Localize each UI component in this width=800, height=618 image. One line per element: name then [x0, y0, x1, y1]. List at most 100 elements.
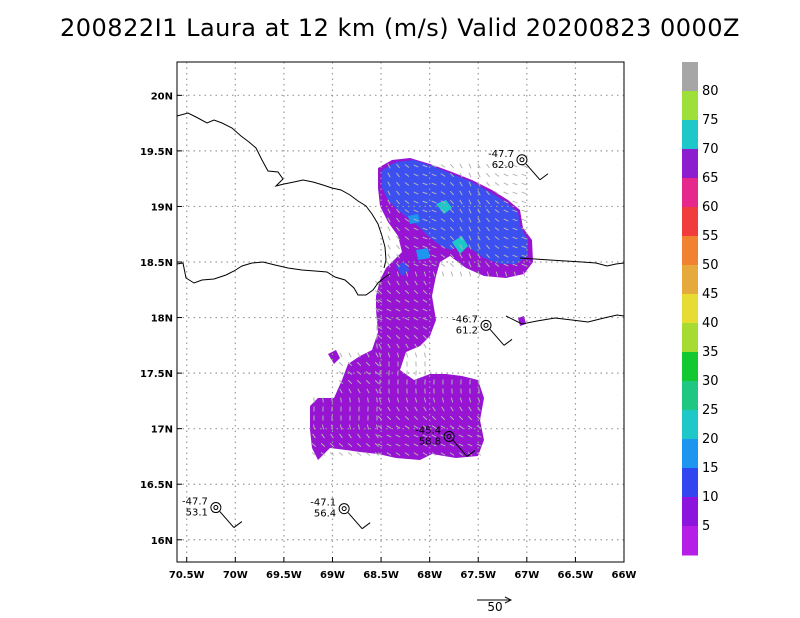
- wind-vector: [468, 397, 472, 403]
- tick-label-lon: 70W: [223, 570, 248, 581]
- station-temperature: -47.7: [488, 149, 514, 160]
- wind-vector: [395, 289, 401, 295]
- station-height: 58.8: [419, 436, 441, 447]
- wind-vector: [414, 280, 418, 286]
- wind-vector: [386, 415, 392, 421]
- wind-vector: [413, 425, 419, 429]
- wind-vector: [512, 218, 518, 222]
- wind-vector: [405, 352, 409, 358]
- wind-vector: [486, 190, 490, 196]
- wind-vector: [476, 425, 482, 429]
- wind-vector: [422, 452, 428, 456]
- wind-vector: [431, 218, 437, 222]
- wind-vector: [431, 245, 437, 249]
- tick-label-lat: 19.5N: [140, 147, 173, 158]
- wind-vector: [423, 280, 427, 286]
- colorbar-segment: [682, 91, 698, 121]
- wind-vector: [512, 164, 518, 168]
- wind-vector: [449, 217, 455, 223]
- wind-vector: [521, 173, 527, 177]
- wind-vector: [521, 164, 527, 168]
- wind-vector: [467, 425, 473, 429]
- wind-vector: [521, 263, 527, 267]
- station-marker-inner: [519, 157, 525, 163]
- wind-vector: [404, 182, 410, 186]
- wind-vector: [521, 191, 527, 195]
- wind-vector: [413, 443, 419, 447]
- wind-vector: [468, 217, 472, 223]
- wind-vector: [422, 443, 428, 447]
- wind-vector: [395, 434, 401, 438]
- wind-vector: [503, 182, 509, 186]
- wind-vector: [396, 397, 400, 403]
- tick-label-lon: 66.5W: [558, 570, 594, 581]
- wind-region-15-20ms: [416, 248, 430, 260]
- station-height: 56.4: [314, 509, 336, 520]
- wind-vector: [459, 271, 463, 277]
- wind-vector: [476, 443, 482, 447]
- wind-vector: [521, 218, 527, 222]
- wind-vector: [512, 245, 518, 249]
- wind-vector: [329, 442, 335, 448]
- wind-vector: [459, 397, 463, 403]
- coastline-puerto-rico-north: [519, 257, 624, 267]
- wind-vector: [440, 263, 446, 267]
- wind-vector: [440, 425, 446, 429]
- wind-vector: [386, 299, 392, 303]
- colorbar-label: 55: [702, 229, 719, 244]
- wind-vector: [404, 326, 410, 330]
- wind-vector: [468, 226, 472, 232]
- wind-vector: [366, 352, 370, 358]
- tick-label-lon: 67W: [514, 570, 539, 581]
- colorbar-segment: [682, 236, 698, 266]
- colorbar-label: 60: [702, 200, 719, 215]
- chart-title: 200822I1 Laura at 12 km (m/s) Valid 2020…: [60, 14, 740, 42]
- wind-vector: [449, 163, 455, 169]
- wind-vector: [449, 244, 455, 250]
- wind-vector: [375, 307, 379, 313]
- station-marker: [443, 430, 455, 442]
- colorbar-label: 80: [702, 84, 719, 99]
- colorbar-segment: [682, 526, 698, 556]
- wind-vector: [432, 271, 436, 277]
- wind-vector: [347, 452, 353, 456]
- wind-vector: [423, 352, 427, 358]
- wind-barb-shaft: [452, 440, 468, 457]
- wind-vector: [422, 308, 428, 312]
- wind-region-5-10ms: [328, 350, 340, 364]
- wind-vector: [375, 352, 379, 358]
- wind-vector: [494, 236, 500, 240]
- wind-vector: [503, 254, 509, 258]
- wind-vector: [431, 191, 437, 195]
- wind-vector: [340, 397, 342, 403]
- wind-barb-flag: [539, 173, 549, 181]
- wind-vector: [423, 271, 427, 277]
- station-height: 62.0: [492, 160, 514, 171]
- wind-vector: [405, 343, 409, 349]
- wind-vector: [468, 262, 472, 268]
- wind-vector: [512, 254, 518, 258]
- tick-label-lon: 69.5W: [266, 570, 302, 581]
- wind-vector: [348, 424, 352, 430]
- wind-vector: [377, 425, 383, 429]
- wind-vector: [459, 262, 463, 268]
- stations-layer: -47.762.0-46.761.2-45.458.8-47.753.1-47.…: [182, 149, 549, 530]
- wind-vector: [468, 181, 472, 187]
- wind-vector: [387, 163, 391, 169]
- wind-vector: [374, 280, 380, 286]
- wind-vector: [459, 217, 463, 223]
- wind-vector: [458, 434, 464, 438]
- wind-vector: [431, 200, 437, 204]
- wind-vector: [377, 443, 383, 447]
- wind-vector: [513, 271, 517, 277]
- wind-vector: [503, 263, 509, 267]
- wind-vector: [449, 443, 455, 447]
- wind-vector: [440, 245, 446, 249]
- wind-vector: [512, 173, 518, 177]
- wind-barb-flag: [466, 450, 476, 457]
- wind-vector: [404, 334, 410, 340]
- wind-vector: [404, 173, 410, 177]
- grid-layer: [177, 62, 624, 562]
- wind-vector: [404, 415, 410, 421]
- colorbar-segment: [682, 323, 698, 353]
